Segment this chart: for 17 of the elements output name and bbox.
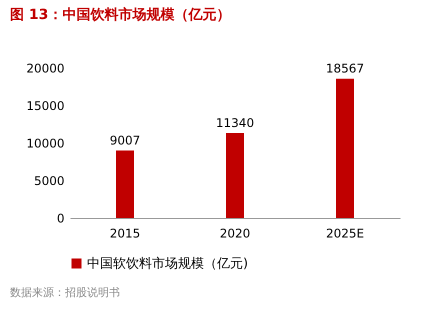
data-label: 18567 xyxy=(326,62,364,76)
data-label: 9007 xyxy=(110,133,140,148)
legend-label: 中国软饮料市场规模（亿元) xyxy=(87,256,248,272)
source-note: 数据来源：招股说明书 xyxy=(10,286,120,299)
bar xyxy=(226,132,244,218)
y-tick-label: 0 xyxy=(56,212,64,226)
x-tick-label: 2020 xyxy=(220,226,250,240)
bar xyxy=(336,78,354,218)
data-label: 11340 xyxy=(216,116,254,130)
bar xyxy=(116,150,134,218)
x-tick-label: 2025E xyxy=(326,226,364,240)
y-tick-label: 15000 xyxy=(26,99,64,113)
y-tick-label: 10000 xyxy=(26,136,64,150)
chart-title: 图 13：中国饮料市场规模（亿元） xyxy=(10,6,230,23)
y-tick-label: 5000 xyxy=(34,174,64,188)
x-tick-label: 2015 xyxy=(110,226,140,240)
y-tick-label: 20000 xyxy=(26,62,64,76)
